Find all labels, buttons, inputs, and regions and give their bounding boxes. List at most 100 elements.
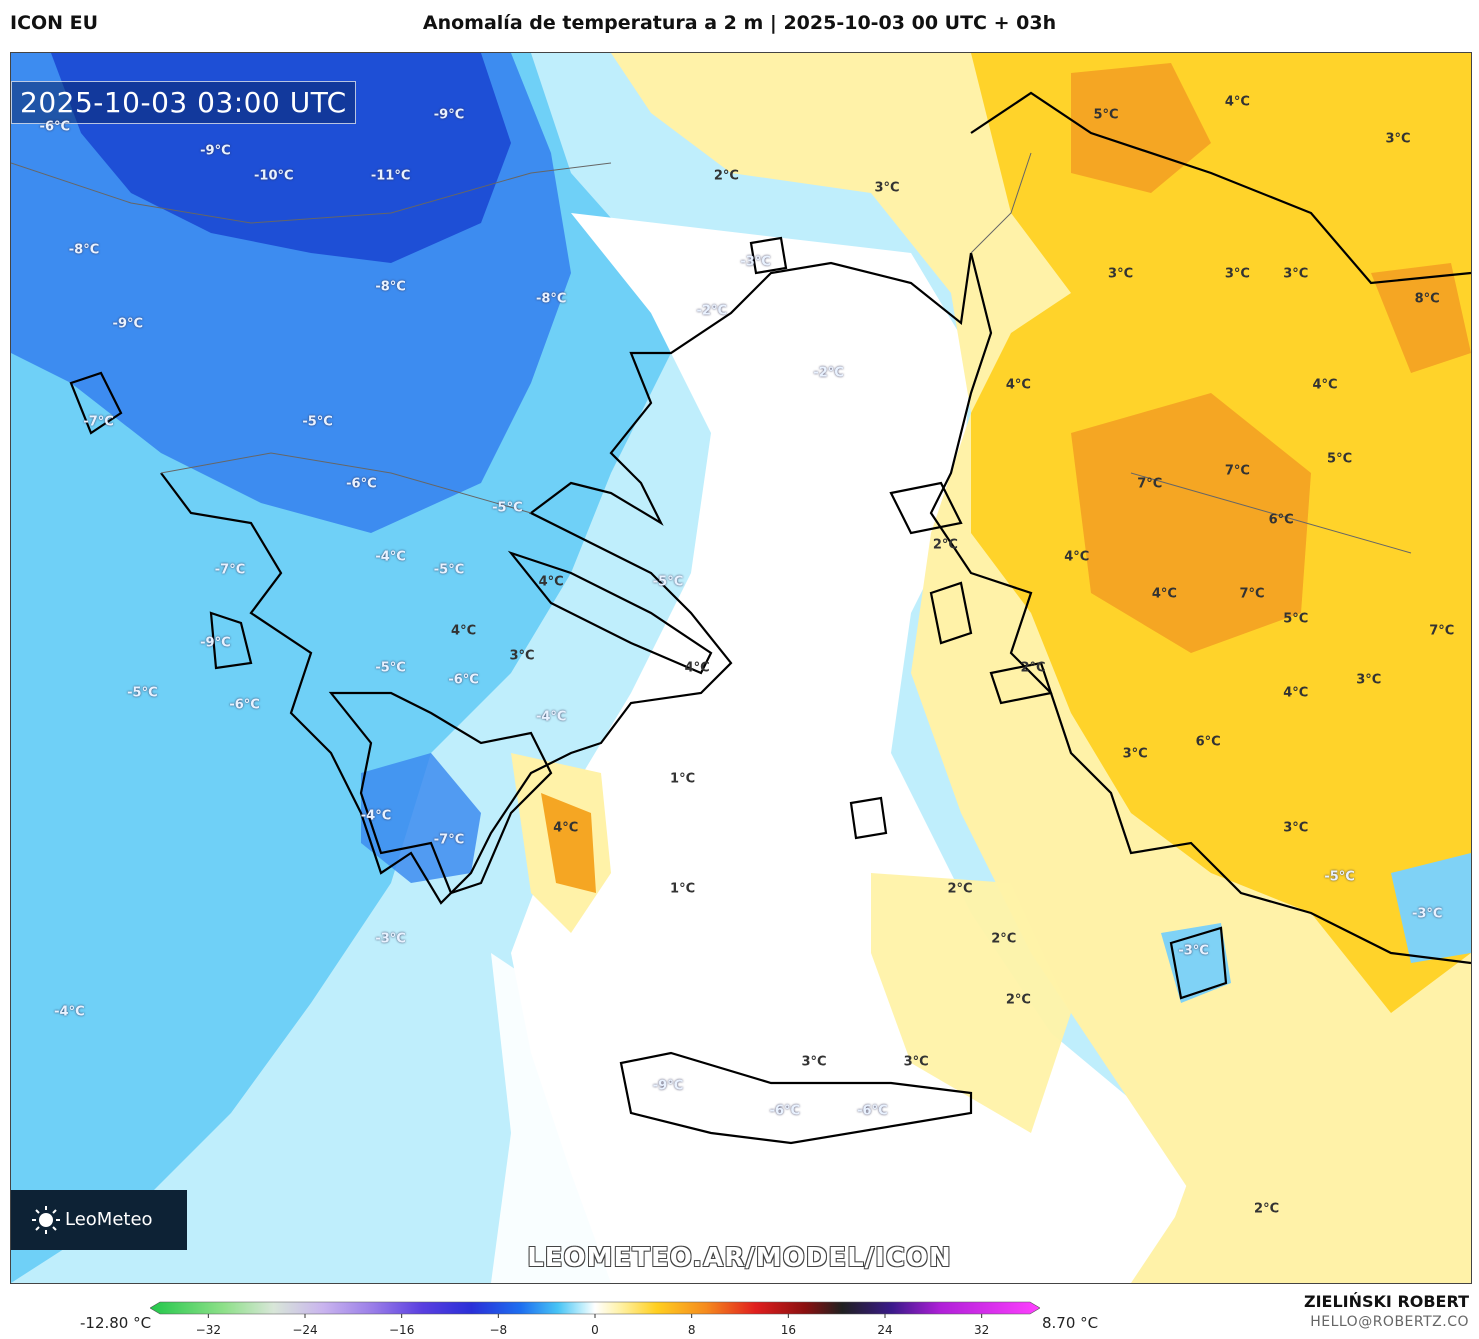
valid-time-stamp: 2025-10-03 03:00 UTC bbox=[11, 81, 356, 124]
temperature-label: 2°C bbox=[713, 168, 739, 184]
temperature-label: -6°C bbox=[346, 476, 377, 491]
temperature-label: -5°C bbox=[1324, 869, 1355, 885]
temperature-label: 2°C bbox=[1254, 1201, 1280, 1217]
colorbar-min-label: -12.80 °C bbox=[80, 1314, 152, 1332]
temperature-label: -7°C bbox=[214, 562, 246, 578]
temperature-label: 3°C bbox=[874, 180, 900, 196]
temperature-label: -4°C bbox=[360, 808, 392, 824]
temperature-label: 7°C bbox=[1137, 476, 1163, 491]
coast-lesbos bbox=[889, 481, 963, 535]
colorbar-gradient bbox=[150, 1301, 1040, 1315]
temperature-label: -2°C bbox=[813, 365, 844, 381]
temperature-label: -6°C bbox=[448, 672, 479, 688]
temperature-label: 1°C bbox=[670, 771, 696, 787]
temperature-label: 2°C bbox=[991, 931, 1017, 947]
coast-euboea bbox=[507, 550, 713, 675]
temperature-label: -8°C bbox=[375, 279, 406, 295]
temperature-label: 6°C bbox=[1268, 512, 1294, 528]
temperature-label: 4°C bbox=[1224, 94, 1250, 110]
warm-field-deep-1 bbox=[1071, 393, 1311, 653]
temperature-label: 4°C bbox=[1151, 586, 1177, 602]
temperature-label: 3°C bbox=[1385, 131, 1411, 147]
temperature-label: 5°C bbox=[1093, 107, 1119, 122]
temperature-label: 7°C bbox=[1429, 623, 1455, 639]
temperature-label: 3°C bbox=[509, 648, 535, 664]
temperature-label: -4°C bbox=[54, 1004, 85, 1020]
temperature-label: 4°C bbox=[538, 574, 564, 590]
colorbar-tick-label: −8 bbox=[489, 1323, 507, 1336]
sun-icon bbox=[32, 1206, 60, 1234]
coast-rhodes bbox=[1169, 926, 1228, 1000]
temperature-label: -6°C bbox=[39, 119, 71, 135]
temperature-label: -5°C bbox=[302, 414, 333, 430]
colorbar-tick-label: 8 bbox=[688, 1323, 696, 1336]
temperature-label: 5°C bbox=[1327, 451, 1353, 467]
colorbar-max-label: 8.70 °C bbox=[1042, 1314, 1099, 1332]
leometeo-logo: LeoMeteo bbox=[11, 1190, 187, 1250]
temperature-label: -3°C bbox=[375, 931, 406, 947]
temperature-label: -9°C bbox=[112, 316, 144, 332]
coast-greece-mainland bbox=[160, 252, 973, 905]
anomaly-map bbox=[11, 53, 1471, 1283]
temperature-label: 2°C bbox=[947, 881, 973, 897]
temperature-label: -5°C bbox=[652, 574, 684, 590]
temperature-label: -9°C bbox=[200, 143, 231, 159]
coast-kefalonia bbox=[209, 611, 253, 670]
logo-text: LeoMeteo bbox=[65, 1209, 153, 1230]
temperature-label: 5°C bbox=[1283, 611, 1309, 627]
temperature-label: -5°C bbox=[492, 500, 523, 516]
temperature-label: 4°C bbox=[684, 660, 710, 676]
warm-field-southeast bbox=[1151, 1133, 1471, 1283]
temperature-label: -4°C bbox=[375, 549, 406, 565]
warm-field-cyclades bbox=[871, 873, 1071, 1133]
temperature-label: 2°C bbox=[1005, 992, 1031, 1008]
temperature-label: -3°C bbox=[1411, 906, 1443, 922]
temperature-label: 7°C bbox=[1239, 586, 1265, 602]
temperature-label: 3°C bbox=[1108, 266, 1134, 282]
temperature-label: 3°C bbox=[1283, 266, 1309, 282]
cold-patch-southwest-turkey bbox=[1391, 853, 1471, 963]
temperature-label: 8°C bbox=[1414, 291, 1440, 307]
warm-field-deep-3 bbox=[1371, 263, 1471, 373]
temperature-label: 2°C bbox=[1020, 660, 1046, 676]
colorbar-tick-label: 32 bbox=[974, 1323, 989, 1336]
temperature-label: 4°C bbox=[1064, 549, 1090, 565]
temperature-label: 7°C bbox=[1224, 463, 1250, 479]
temperature-label: 3°C bbox=[1122, 746, 1148, 762]
temperature-label: -3°C bbox=[740, 254, 771, 270]
temperature-label: -8°C bbox=[68, 242, 100, 258]
coast-peloponnese bbox=[328, 691, 553, 895]
temperature-label: -8°C bbox=[535, 291, 567, 307]
website-watermark: LEOMETEO.AR/MODEL/ICON bbox=[527, 1243, 952, 1273]
temperature-label: 4°C bbox=[1283, 685, 1309, 701]
temperature-label: 4°C bbox=[451, 623, 477, 639]
temperature-label: 2°C bbox=[932, 537, 958, 553]
temperature-label: 4°C bbox=[553, 820, 579, 836]
temperature-label: -3°C bbox=[1178, 943, 1209, 959]
temperature-label: 3°C bbox=[903, 1054, 929, 1070]
colorbar-tick-label: −24 bbox=[292, 1323, 317, 1336]
coast-thasos bbox=[749, 236, 788, 275]
colorbar-tick-label: −32 bbox=[196, 1323, 221, 1336]
neutral-field-aegean bbox=[511, 213, 1471, 1283]
temperature-label: -11°C bbox=[370, 168, 411, 184]
temperature-label: -5°C bbox=[375, 660, 406, 676]
temperature-label: 1°C bbox=[670, 881, 696, 897]
coast-naxos bbox=[849, 796, 888, 840]
temperature-label: -10°C bbox=[254, 168, 294, 184]
neutral-field-sw bbox=[491, 953, 661, 1283]
temperature-label: -9°C bbox=[433, 107, 465, 122]
coast-black-sea bbox=[970, 91, 1471, 285]
temperature-label: 4°C bbox=[1005, 377, 1031, 393]
coastlines bbox=[69, 91, 1471, 1145]
colorbar-tick-label: 24 bbox=[877, 1323, 892, 1336]
coast-chios bbox=[929, 581, 973, 645]
temperature-label: -2°C bbox=[696, 303, 728, 319]
temperature-label: 6°C bbox=[1195, 734, 1221, 750]
temperature-label: -6°C bbox=[769, 1103, 801, 1119]
author-name: ZIELIŃSKI ROBERT bbox=[1303, 1292, 1469, 1311]
map-panel[interactable]: 2025-10-03 03:00 UTC -6°C -9°C -9°C -10°C -1… bbox=[10, 52, 1472, 1284]
map-title: Anomalía de temperatura a 2 m | 2025-10-… bbox=[422, 12, 1057, 34]
temperature-label: -7°C bbox=[83, 414, 114, 430]
temperature-label: -6°C bbox=[857, 1103, 888, 1119]
